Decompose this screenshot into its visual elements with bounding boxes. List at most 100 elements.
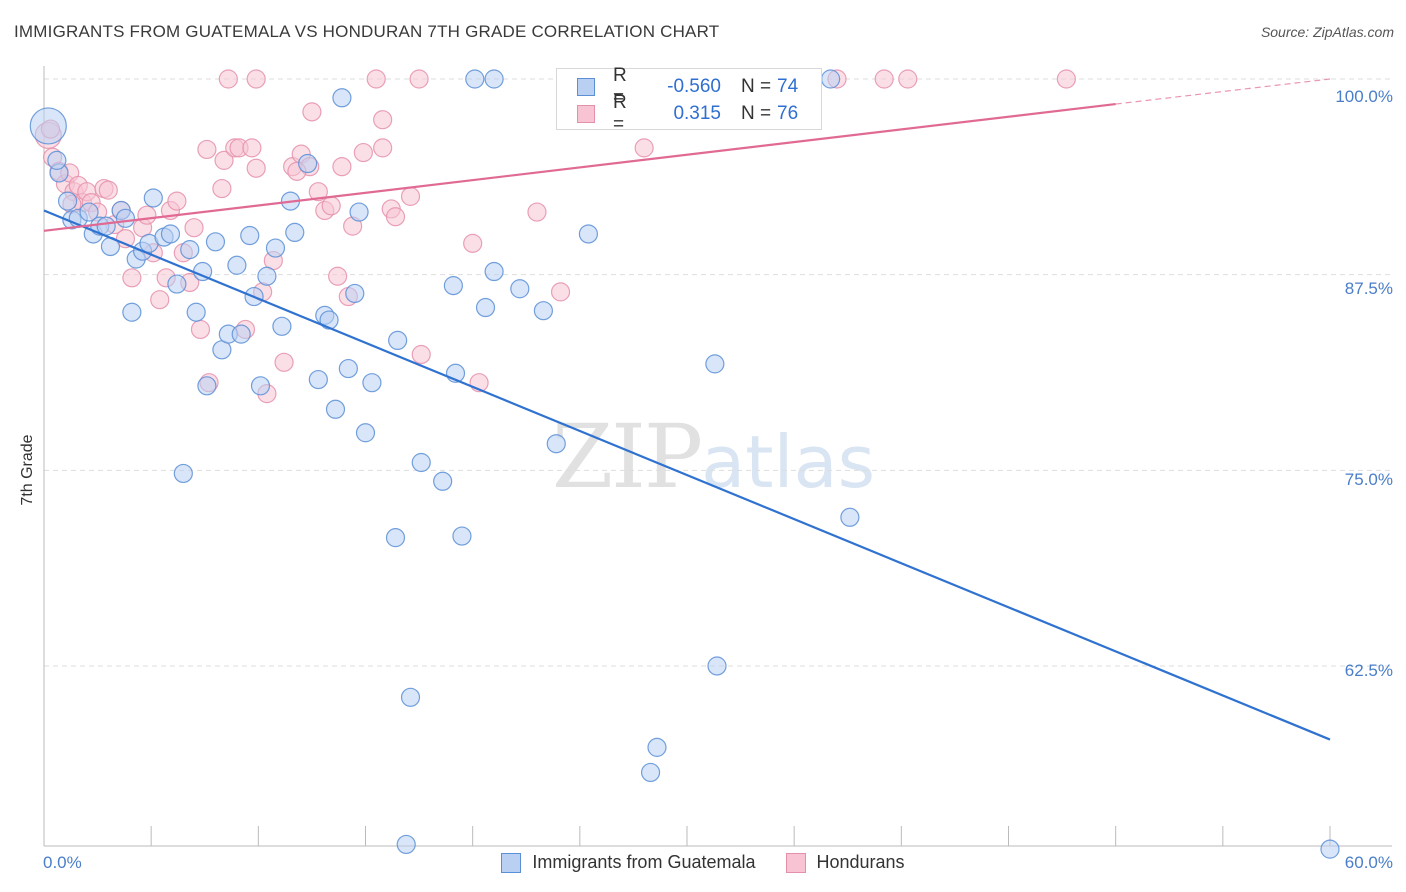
data-point-guatemala xyxy=(160,224,181,244)
data-point-guatemala xyxy=(345,283,365,304)
legend-swatch-guatemala xyxy=(577,78,595,96)
legend-n-label: N = xyxy=(741,76,772,97)
legend-r-value: 0.315 xyxy=(673,103,721,124)
data-point-guatemala xyxy=(484,261,504,282)
data-point-guatemala xyxy=(640,762,661,783)
data-point-guatemala xyxy=(115,208,136,228)
data-point-hondurans xyxy=(122,268,142,288)
series-legend: Immigrants from Guatemala Hondurans xyxy=(0,852,1406,873)
data-point-hondurans xyxy=(212,178,232,199)
data-point-hondurans xyxy=(409,69,429,89)
data-point-guatemala xyxy=(167,274,187,294)
data-point-hondurans xyxy=(190,319,211,340)
data-point-guatemala xyxy=(227,255,247,275)
y-axis-label: 7th Grade xyxy=(19,434,36,506)
legend-r-value: -0.560 xyxy=(667,76,721,97)
data-point-hondurans xyxy=(242,138,262,158)
data-point-guatemala xyxy=(285,222,305,242)
data-point-hondurans xyxy=(411,344,431,365)
data-point-guatemala xyxy=(475,297,496,318)
data-point-hondurans xyxy=(197,139,217,160)
data-point-hondurans xyxy=(898,69,918,89)
data-point-hondurans xyxy=(150,290,170,310)
data-point-hondurans xyxy=(463,233,483,253)
legend-item-guatemala: Immigrants from Guatemala xyxy=(501,852,756,873)
data-point-guatemala xyxy=(443,276,463,296)
data-point-guatemala xyxy=(205,232,226,252)
watermark-atlas: atlas xyxy=(701,420,876,504)
data-point-hondurans xyxy=(308,182,328,202)
data-point-guatemala xyxy=(122,302,142,322)
data-point-guatemala xyxy=(396,834,416,855)
data-point-guatemala xyxy=(79,202,99,222)
data-point-hondurans xyxy=(214,150,234,170)
y-tick-label-75: 75.0% xyxy=(1344,470,1393,489)
data-point-hondurans xyxy=(246,158,266,178)
data-point-guatemala xyxy=(29,107,67,145)
data-point-hondurans xyxy=(874,69,894,89)
source-label: Source: ZipAtlas.com xyxy=(1260,24,1394,40)
data-point-hondurans xyxy=(167,191,187,211)
data-point-guatemala xyxy=(250,376,271,396)
y-tick-label-62-5: 62.5% xyxy=(1344,661,1393,680)
data-point-guatemala xyxy=(821,69,841,89)
data-point-guatemala xyxy=(57,191,78,211)
data-point-hondurans xyxy=(328,266,348,286)
data-point-guatemala xyxy=(533,301,553,321)
data-point-guatemala xyxy=(308,369,328,390)
data-point-guatemala xyxy=(411,452,431,473)
chart-title: IMMIGRANTS FROM GUATEMALA VS HONDURAN 7T… xyxy=(14,22,720,41)
data-point-guatemala xyxy=(338,358,358,379)
trend-line-extension-hondurans xyxy=(1115,78,1331,105)
data-point-hondurans xyxy=(302,102,322,122)
data-point-guatemala xyxy=(385,528,406,548)
data-point-guatemala xyxy=(355,423,376,443)
legend-n-value: 76 xyxy=(777,103,799,124)
y-tick-label-100: 100.0% xyxy=(1335,87,1393,106)
data-point-guatemala xyxy=(332,88,352,108)
data-point-guatemala xyxy=(400,687,421,707)
data-point-hondurans xyxy=(246,69,266,89)
data-point-guatemala xyxy=(272,316,292,336)
data-point-hondurans xyxy=(332,157,352,177)
data-point-guatemala xyxy=(484,69,504,89)
legend-r-label: R = xyxy=(613,65,627,108)
data-point-guatemala xyxy=(319,310,339,330)
data-point-hondurans xyxy=(1056,69,1076,89)
data-point-hondurans xyxy=(218,69,238,89)
data-point-guatemala xyxy=(388,330,408,351)
data-point-guatemala xyxy=(647,737,667,757)
data-point-guatemala xyxy=(707,656,727,676)
legend-n-value: 74 xyxy=(777,76,799,97)
data-point-guatemala xyxy=(840,507,860,527)
data-point-guatemala xyxy=(173,463,193,484)
data-point-guatemala xyxy=(180,240,200,260)
data-point-guatemala xyxy=(578,224,599,244)
x-tick-label-min: 0.0% xyxy=(43,853,82,872)
data-point-guatemala xyxy=(465,69,485,89)
data-point-hondurans xyxy=(634,138,654,158)
data-point-hondurans xyxy=(527,202,547,222)
data-point-hondurans xyxy=(98,180,118,200)
legend-label-guatemala: Immigrants from Guatemala xyxy=(532,852,756,872)
legend-r-label: R = xyxy=(613,92,627,135)
data-point-hondurans xyxy=(353,142,373,163)
legend-row-guatemala: R = -0.560 N = 74 xyxy=(577,65,799,108)
data-point-hondurans xyxy=(400,186,421,206)
data-point-guatemala xyxy=(231,324,251,344)
data-point-hondurans xyxy=(366,69,386,89)
data-point-guatemala xyxy=(47,150,67,170)
data-point-guatemala xyxy=(433,471,453,491)
data-point-guatemala xyxy=(452,526,472,546)
data-point-guatemala xyxy=(546,434,566,454)
data-point-hondurans xyxy=(184,218,204,238)
x-tick-label-max: 60.0% xyxy=(1344,853,1393,872)
data-point-hondurans xyxy=(373,138,393,158)
y-tick-label-87-5: 87.5% xyxy=(1344,279,1393,298)
data-point-guatemala xyxy=(298,153,318,174)
data-point-guatemala xyxy=(510,279,530,299)
data-point-guatemala xyxy=(325,399,346,419)
watermark-zip: ZIP xyxy=(552,405,703,508)
data-point-guatemala xyxy=(265,238,286,258)
